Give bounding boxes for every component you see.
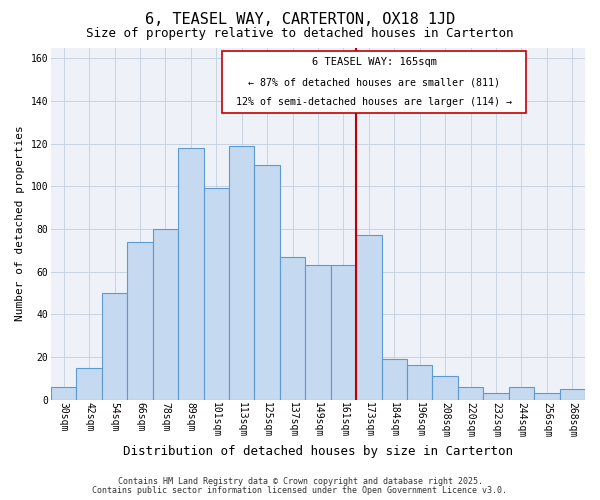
Bar <box>483 393 509 400</box>
Bar <box>560 389 585 400</box>
X-axis label: Distribution of detached houses by size in Carterton: Distribution of detached houses by size … <box>123 444 513 458</box>
Bar <box>382 359 407 400</box>
Bar <box>433 376 458 400</box>
Bar <box>203 188 229 400</box>
Bar <box>178 148 203 400</box>
Y-axis label: Number of detached properties: Number of detached properties <box>15 126 25 322</box>
Bar <box>127 242 152 400</box>
Bar <box>152 229 178 400</box>
Bar <box>254 165 280 400</box>
Bar <box>76 368 102 400</box>
Text: Contains public sector information licensed under the Open Government Licence v3: Contains public sector information licen… <box>92 486 508 495</box>
Bar <box>305 265 331 400</box>
Bar <box>509 386 534 400</box>
Bar <box>229 146 254 400</box>
Bar <box>534 393 560 400</box>
Text: 12% of semi-detached houses are larger (114) →: 12% of semi-detached houses are larger (… <box>236 97 512 107</box>
Text: Contains HM Land Registry data © Crown copyright and database right 2025.: Contains HM Land Registry data © Crown c… <box>118 477 482 486</box>
Bar <box>280 256 305 400</box>
Text: 6 TEASEL WAY: 165sqm: 6 TEASEL WAY: 165sqm <box>311 58 437 68</box>
Text: Size of property relative to detached houses in Carterton: Size of property relative to detached ho… <box>86 28 514 40</box>
Bar <box>331 265 356 400</box>
Bar <box>51 386 76 400</box>
Bar <box>458 386 483 400</box>
Bar <box>102 293 127 400</box>
Text: ← 87% of detached houses are smaller (811): ← 87% of detached houses are smaller (81… <box>248 78 500 88</box>
Bar <box>356 235 382 400</box>
Text: 6, TEASEL WAY, CARTERTON, OX18 1JD: 6, TEASEL WAY, CARTERTON, OX18 1JD <box>145 12 455 28</box>
FancyBboxPatch shape <box>222 51 526 112</box>
Bar <box>407 366 433 400</box>
